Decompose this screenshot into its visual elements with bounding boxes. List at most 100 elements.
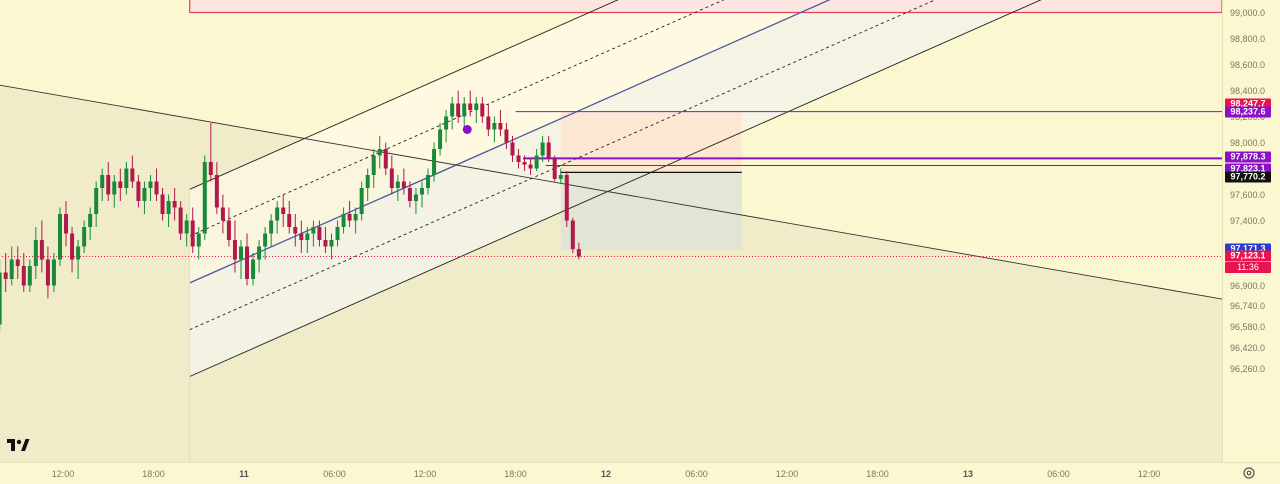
- candle-body-75: [407, 188, 412, 201]
- price-tick: 98,600.0: [1230, 59, 1266, 70]
- candle-body-79: [432, 149, 437, 175]
- channel-line-0: [189, 0, 619, 190]
- price-tick: 98,000.0: [1230, 137, 1266, 148]
- event-marker: [462, 125, 472, 134]
- time-tick: 18:00: [142, 469, 165, 479]
- price-axis[interactable]: 99,000.098,800.098,600.098,400.098,200.0…: [1222, 0, 1280, 462]
- candle-body-82: [450, 103, 455, 117]
- candle-body-90: [498, 123, 503, 130]
- candle-body-57: [299, 233, 304, 240]
- candle-body-92: [510, 142, 515, 156]
- candle-body-33: [154, 181, 159, 195]
- candle-body-86: [474, 103, 479, 110]
- candle-body-20: [76, 246, 81, 260]
- price-tick: 96,900.0: [1230, 280, 1266, 291]
- candle-body-14: [39, 240, 44, 260]
- candle-body-35: [166, 201, 171, 214]
- candle-body-69: [371, 155, 376, 175]
- price-tick: 97,400.0: [1230, 215, 1266, 226]
- candle-body-8: [3, 272, 8, 279]
- candle-body-43: [214, 175, 219, 208]
- candle-body-70: [377, 149, 382, 156]
- candle-body-66: [353, 214, 358, 221]
- candle-body-30: [136, 181, 141, 201]
- time-tick: 18:00: [866, 469, 889, 479]
- candle-body-36: [172, 201, 177, 208]
- price-label: 98,247.7: [1225, 98, 1271, 110]
- candle-body-29: [130, 168, 135, 182]
- candle-body-48: [245, 246, 250, 279]
- candle-body-91: [504, 129, 509, 143]
- candle-body-76: [413, 194, 418, 201]
- candle-body-88: [486, 116, 491, 130]
- channel-line-3: [189, 0, 936, 331]
- zone-1: [560, 111, 742, 173]
- candle-body-38: [184, 220, 189, 234]
- candle-body-39: [190, 220, 195, 247]
- candle-body-71: [383, 149, 388, 169]
- price-tick: 96,260.0: [1230, 363, 1266, 374]
- time-tick: 11: [239, 469, 249, 479]
- candle-body-37: [178, 207, 183, 234]
- candle-body-72: [389, 168, 394, 188]
- candle-body-11: [21, 266, 26, 286]
- candle-body-51: [263, 233, 268, 247]
- price-tick: 98,400.0: [1230, 85, 1266, 96]
- candle-body-26: [112, 181, 117, 195]
- candle-body-28: [124, 168, 129, 188]
- price-plot[interactable]: [0, 0, 1222, 462]
- channel-line-1: [189, 0, 725, 237]
- candle-body-32: [148, 181, 153, 188]
- candle-body-60: [317, 227, 322, 240]
- candle-body-77: [419, 188, 424, 195]
- price-label: 97,823.1: [1225, 163, 1271, 175]
- candle-body-74: [401, 181, 406, 188]
- zone-0: [189, 0, 1222, 14]
- price-tick: 96,580.0: [1230, 322, 1266, 333]
- candle-body-62: [329, 240, 334, 247]
- candle-body-50: [257, 246, 262, 260]
- candle-body-7: [0, 272, 2, 325]
- price-label: 98,237.6: [1225, 106, 1271, 118]
- price-tick: 98,800.0: [1230, 33, 1266, 44]
- candle-body-93: [516, 155, 521, 162]
- candle-body-45: [226, 220, 231, 240]
- price-tick: 96,420.0: [1230, 342, 1266, 353]
- candle-body-10: [15, 259, 20, 266]
- descending-trendline: [0, 84, 1222, 300]
- settings-icon[interactable]: [1242, 466, 1256, 480]
- candle-body-73: [395, 181, 400, 188]
- candle-body-63: [335, 227, 340, 240]
- candle-body-78: [426, 175, 431, 188]
- candle-body-83: [456, 103, 461, 117]
- candle-body-42: [208, 162, 213, 175]
- candle-body-99: [552, 158, 557, 179]
- candle-body-9: [9, 259, 14, 279]
- price-label: 97,878.3: [1225, 151, 1271, 163]
- candle-body-17: [57, 214, 62, 260]
- candle-body-19: [70, 233, 75, 260]
- candle-body-55: [287, 214, 292, 227]
- candle-body-101: [564, 175, 569, 221]
- candle-body-89: [492, 123, 497, 130]
- price-tick: 96,740.0: [1230, 301, 1266, 312]
- candle-body-13: [33, 240, 38, 266]
- candle-body-18: [64, 214, 69, 234]
- candle-body-67: [359, 188, 364, 214]
- candle-body-31: [142, 188, 147, 201]
- time-axis[interactable]: 12:00 18:00 11 06:00 12:00 18:00 12 06:00 12:00 1…: [0, 462, 1280, 484]
- candle-body-24: [100, 175, 105, 188]
- price-tick: 97,600.0: [1230, 189, 1266, 200]
- candle-body-102: [570, 220, 575, 250]
- time-tick: 12:00: [775, 469, 799, 479]
- candle-body-96: [534, 155, 539, 169]
- candle-body-34: [160, 194, 165, 214]
- time-tick: 12:00: [413, 469, 437, 479]
- candle-body-98: [546, 142, 551, 159]
- zone-2: [560, 172, 742, 251]
- candle-body-53: [275, 207, 280, 221]
- price-tick: 99,000.0: [1230, 7, 1266, 18]
- candle-body-87: [480, 103, 485, 117]
- channel-line-2: [189, 0, 831, 284]
